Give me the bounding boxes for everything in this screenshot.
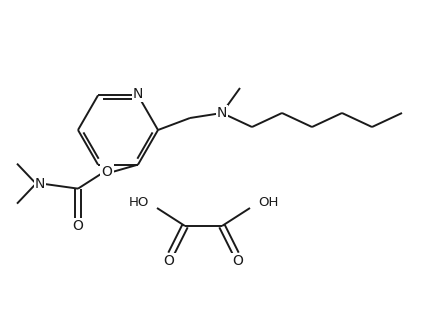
Text: O: O (233, 254, 244, 268)
Text: O: O (73, 219, 83, 233)
Text: HO: HO (129, 196, 149, 210)
Text: O: O (102, 165, 113, 179)
Text: N: N (133, 87, 143, 101)
Text: N: N (217, 106, 227, 120)
Text: OH: OH (258, 196, 278, 210)
Text: O: O (164, 254, 174, 268)
Text: N: N (35, 177, 45, 191)
